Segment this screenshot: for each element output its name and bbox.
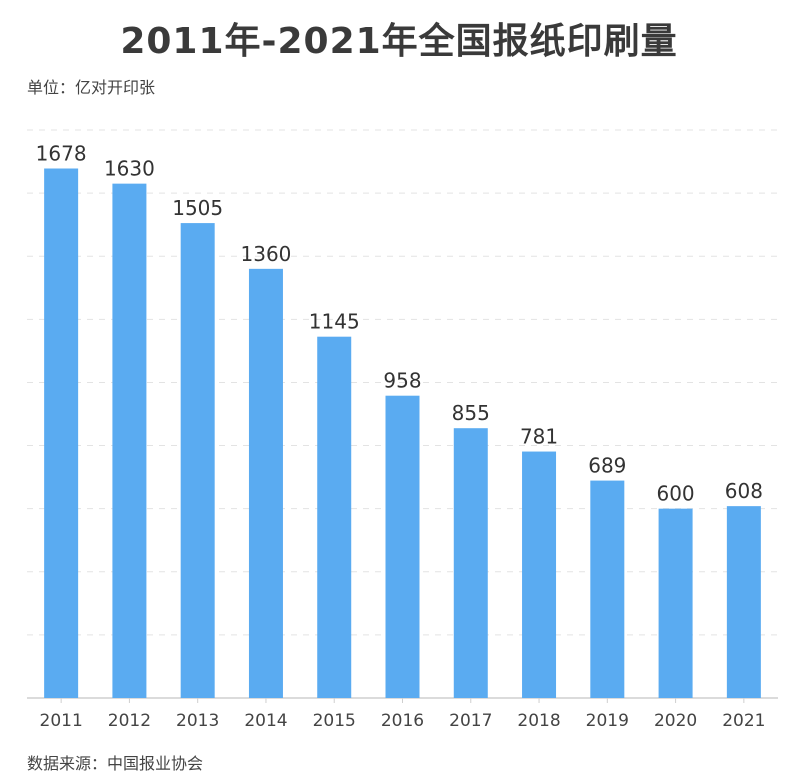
- data-label-2011: 1678: [36, 141, 87, 165]
- x-tick-label-2021: 2021: [722, 711, 765, 731]
- data-label-2014: 1360: [241, 242, 292, 266]
- x-tick-label-2020: 2020: [654, 711, 697, 731]
- x-tick-label-2018: 2018: [517, 711, 560, 731]
- bar-2018: [522, 451, 557, 698]
- x-tick-label-2015: 2015: [313, 711, 356, 731]
- bar-2019: [590, 480, 625, 698]
- bar-2013: [180, 223, 215, 699]
- x-tick-label-2011: 2011: [40, 711, 83, 731]
- data-label-2019: 689: [588, 454, 626, 478]
- x-tick-label-2014: 2014: [244, 711, 287, 731]
- bar-2011: [44, 168, 79, 698]
- bar-2017: [453, 428, 488, 698]
- chart-title: 2011年-2021年全国报纸印刷量: [120, 21, 678, 62]
- source-note: 数据来源：中国报业协会: [27, 754, 204, 773]
- data-label-2012: 1630: [104, 157, 155, 181]
- data-label-2018: 781: [520, 425, 558, 449]
- data-label-2015: 1145: [309, 310, 360, 334]
- bar-2016: [385, 395, 420, 698]
- bar-2015: [317, 336, 352, 698]
- bar-2012: [112, 183, 147, 699]
- x-tick-label-2012: 2012: [108, 711, 151, 731]
- x-tick-label-2017: 2017: [449, 711, 492, 731]
- data-label-2013: 1505: [172, 196, 223, 220]
- data-label-2017: 855: [452, 401, 490, 425]
- data-label-2021: 608: [725, 479, 763, 503]
- x-tick-label-2019: 2019: [586, 711, 629, 731]
- data-label-2020: 600: [656, 482, 694, 506]
- bar-2014: [248, 268, 283, 698]
- x-tick-label-2013: 2013: [176, 711, 219, 731]
- bar-2020: [658, 508, 693, 698]
- unit-label: 单位：亿对开印张: [27, 78, 156, 97]
- data-label-2016: 958: [383, 369, 421, 393]
- bar-2021: [726, 506, 761, 698]
- x-tick-label-2016: 2016: [381, 711, 424, 731]
